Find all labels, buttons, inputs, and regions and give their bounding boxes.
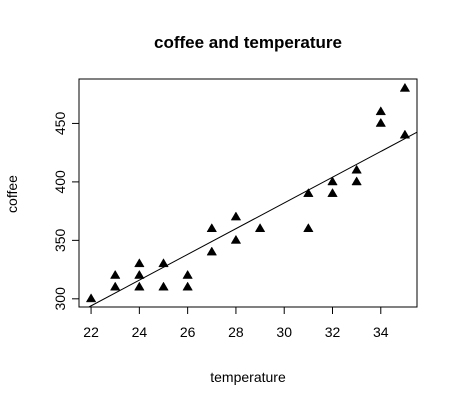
data-points-layer xyxy=(85,82,411,303)
data-point xyxy=(327,176,338,186)
x-axis-label: temperature xyxy=(210,369,286,385)
y-tick-label: 350 xyxy=(52,228,68,252)
data-point xyxy=(85,293,97,303)
x-tick-label: 30 xyxy=(276,324,292,340)
y-tick-label: 300 xyxy=(52,287,68,311)
y-axis: 300 350 400 450 xyxy=(52,112,80,311)
regression-line xyxy=(88,131,418,308)
y-tick-label: 450 xyxy=(52,112,68,136)
y-axis-label: coffee xyxy=(4,175,20,213)
x-tick-label: 28 xyxy=(228,324,244,340)
data-point xyxy=(134,281,145,291)
data-point xyxy=(351,176,362,186)
x-tick-label: 32 xyxy=(325,324,341,340)
data-point xyxy=(254,223,266,233)
data-point xyxy=(375,117,386,127)
data-point xyxy=(182,281,193,291)
data-point xyxy=(399,129,411,139)
data-point xyxy=(182,269,193,279)
data-point xyxy=(206,246,217,256)
x-axis: 22 24 26 28 30 32 34 xyxy=(83,306,389,340)
regression-line-layer xyxy=(88,131,418,308)
data-point xyxy=(158,258,169,268)
data-point xyxy=(110,269,121,279)
data-point xyxy=(303,188,314,197)
data-point xyxy=(110,281,121,291)
data-point xyxy=(206,223,217,233)
data-point xyxy=(399,82,411,92)
data-point xyxy=(134,258,145,268)
data-point xyxy=(375,106,386,116)
data-point xyxy=(327,188,338,197)
plot-area-frame xyxy=(78,78,418,308)
data-point xyxy=(230,211,242,221)
data-point xyxy=(158,281,169,291)
data-point xyxy=(303,223,314,233)
x-tick-label: 22 xyxy=(83,324,99,340)
data-point xyxy=(351,164,362,174)
x-tick-label: 26 xyxy=(180,324,196,340)
x-tick-label: 24 xyxy=(132,324,148,340)
data-point xyxy=(230,234,242,244)
y-tick-label: 400 xyxy=(52,170,68,194)
data-point xyxy=(134,269,145,279)
chart-title: coffee and temperature xyxy=(154,33,342,52)
x-tick-label: 34 xyxy=(373,324,389,340)
